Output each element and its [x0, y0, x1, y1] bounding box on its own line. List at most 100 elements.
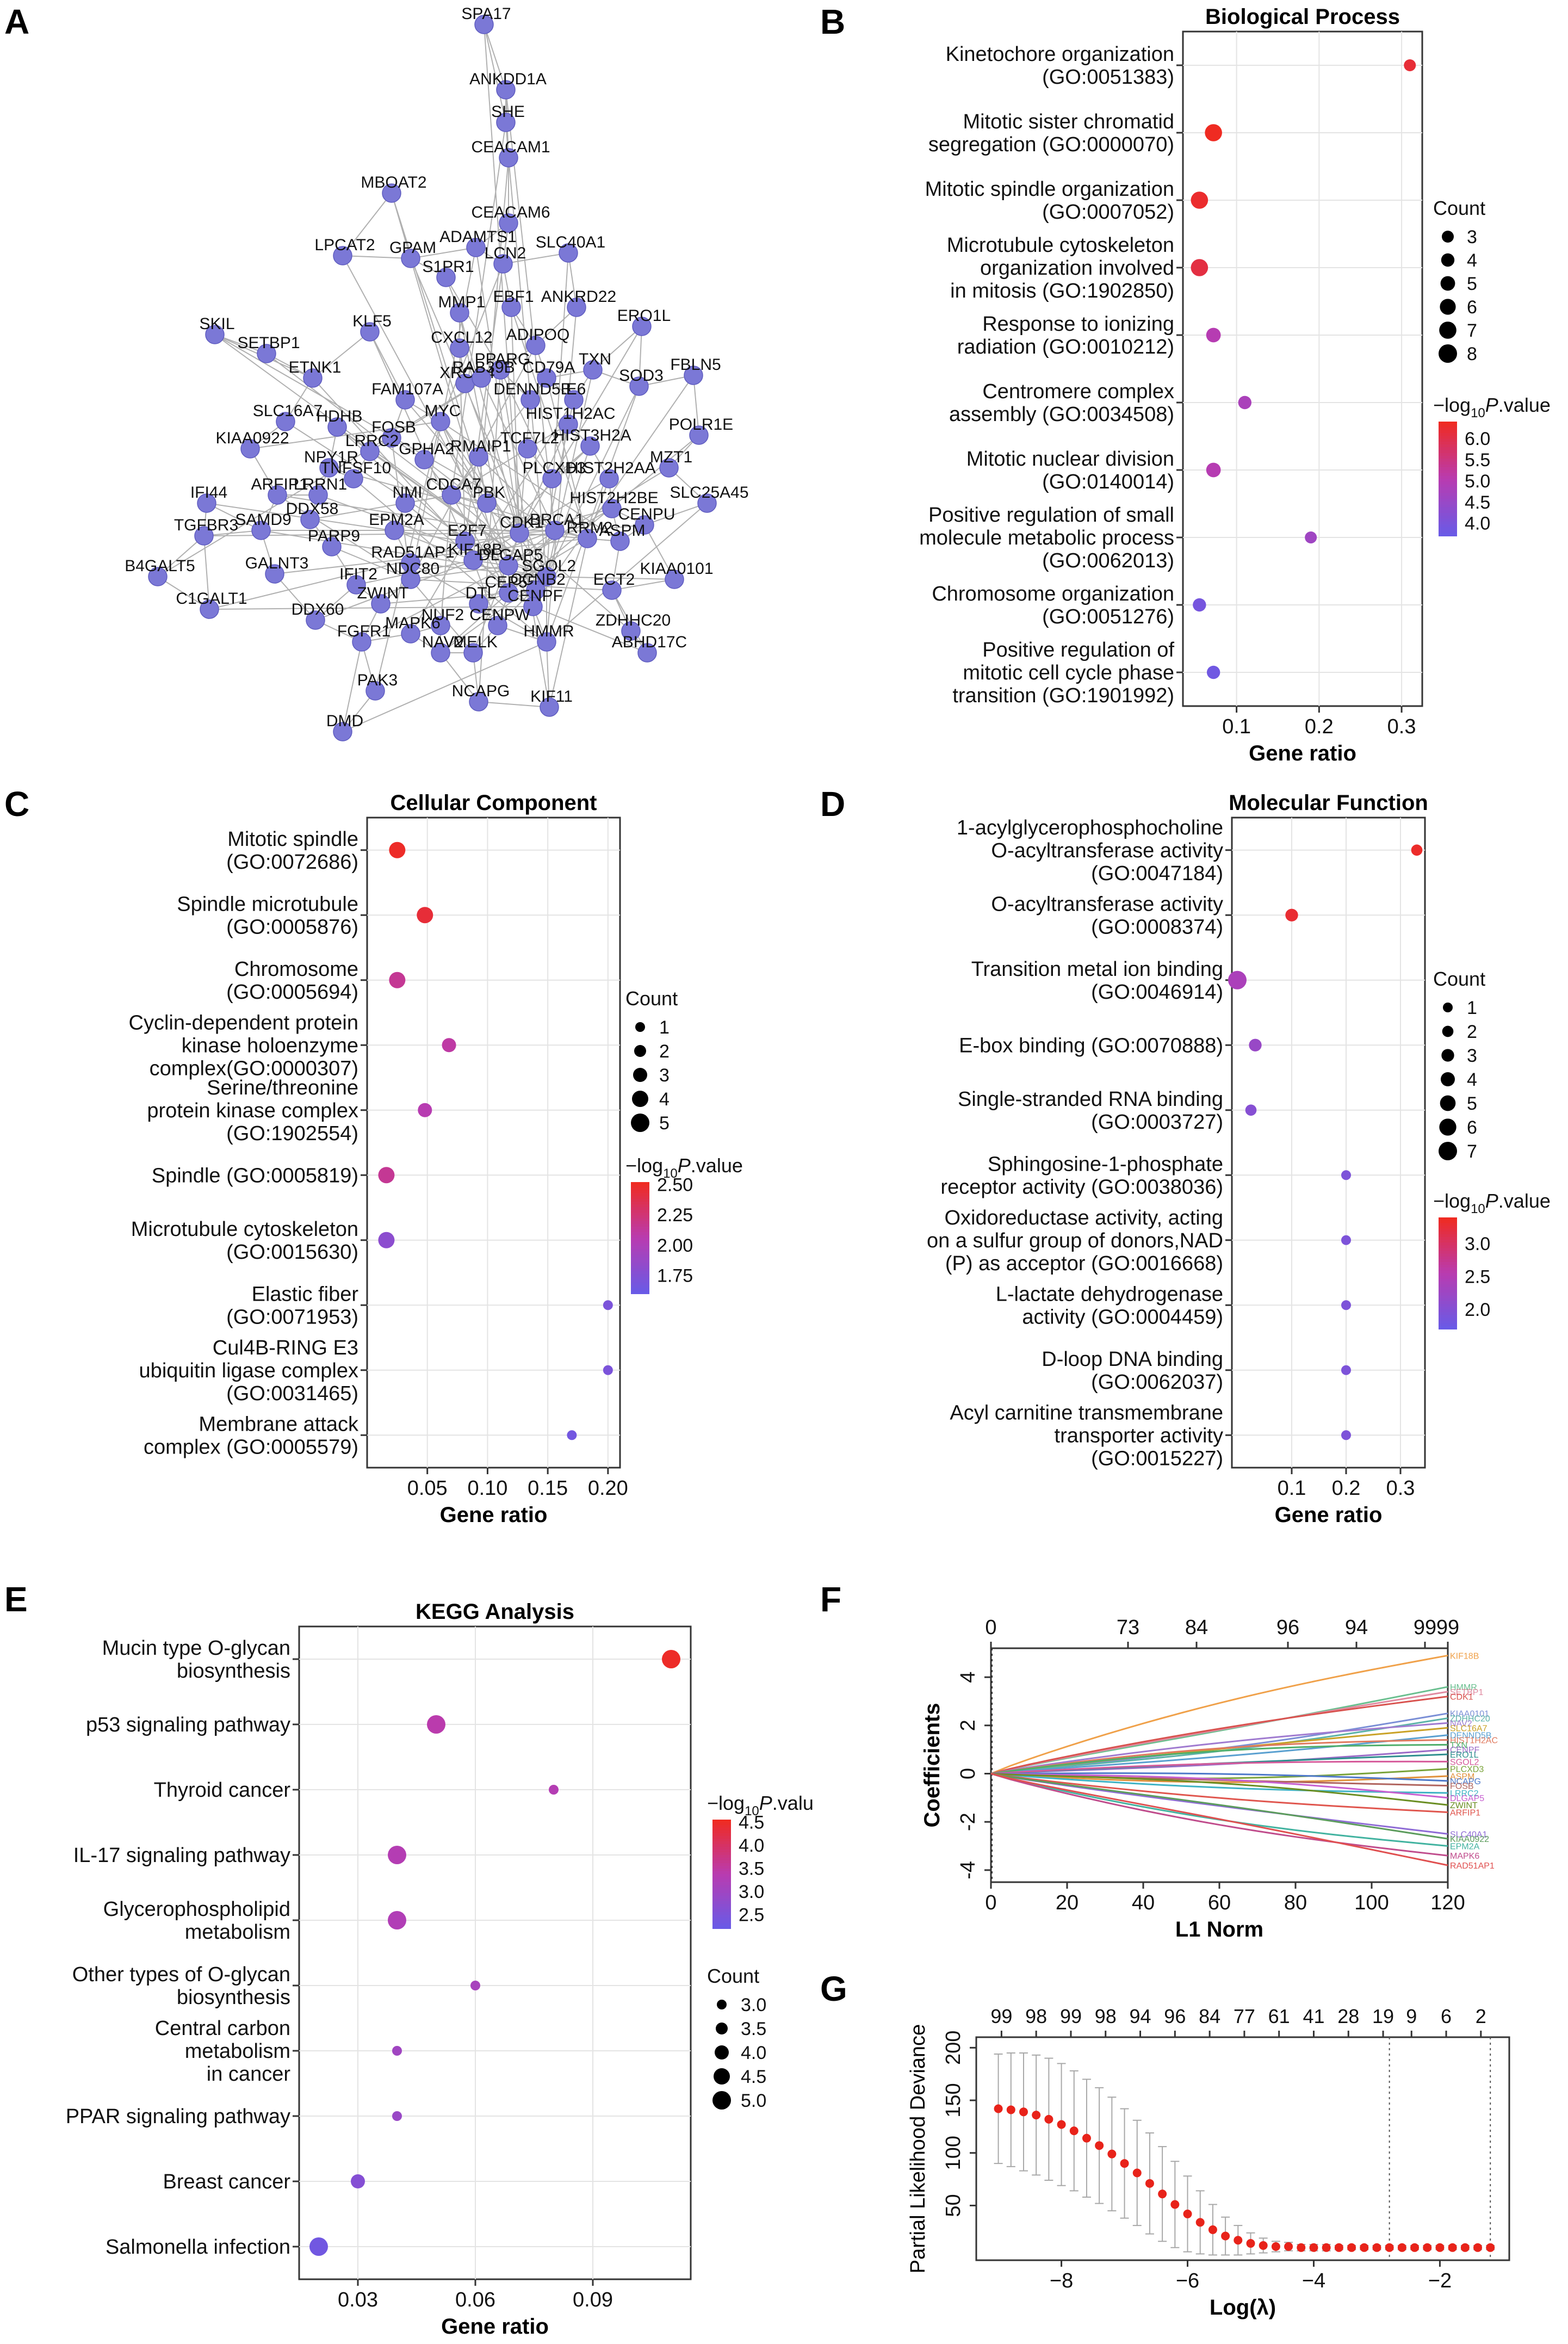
- colorbar-segment: [1439, 1240, 1457, 1244]
- y-tick-label-line: (GO:0071953): [226, 1306, 358, 1328]
- network-node-label: TCF7L2: [500, 429, 559, 447]
- network-edge: [250, 421, 441, 449]
- colorbar-segment: [631, 1198, 649, 1202]
- network-node-label: ARFIP1: [251, 475, 308, 493]
- network-edge: [592, 326, 642, 370]
- coefficient-end-label: RAD51AP1: [1450, 1861, 1495, 1871]
- colorbar-segment: [1439, 464, 1457, 468]
- y-tick-label: Other types of O-glycan biosynthesis: [72, 1963, 290, 2009]
- colorbar-segment: [631, 1193, 649, 1197]
- network-node-label: SAMD9: [235, 511, 291, 529]
- colorbar-segment: [631, 1282, 649, 1286]
- network-node-label: NDC80: [386, 560, 439, 578]
- network-node: [300, 510, 320, 529]
- network-node-label: PARP9: [308, 527, 360, 545]
- top-tick-label: 99: [1060, 2005, 1082, 2027]
- y-tick-label-line: protein kinase complex: [147, 1099, 358, 1122]
- y-tick-label: Mucin type O-glycan biosynthesis: [102, 1637, 290, 1683]
- top-tick-label: 99: [1414, 1616, 1436, 1639]
- deviance-point: [1006, 2105, 1015, 2114]
- colorbar-segment: [1439, 422, 1457, 425]
- y-tick-label-line: Kinetochore organization: [946, 43, 1174, 66]
- y-tick-label-line: (GO:0046914): [1091, 981, 1223, 1004]
- colorbar-segment: [1439, 1234, 1457, 1238]
- network-node-label: CEACAM6: [471, 203, 550, 221]
- colorbar-segment: [1439, 518, 1457, 522]
- size-legend-label: 5: [1467, 1093, 1477, 1114]
- colorbar-segment: [1439, 1267, 1457, 1271]
- network-node: [360, 322, 380, 342]
- size-legend-label: 4.5: [741, 2067, 766, 2087]
- size-legend-label: 4: [1467, 250, 1477, 271]
- network-edge: [451, 399, 531, 496]
- colorbar-segment: [1439, 1276, 1457, 1279]
- lasso-coefficient-path: 0 20 40 60 80 100 120 0 73 84 96 94 99 99 -4 -2 0 2 4 L1 No…: [920, 1616, 1498, 1941]
- network-node-label: ANKDD1A: [469, 70, 547, 88]
- network-edge: [266, 353, 452, 496]
- network-node: [346, 575, 366, 595]
- network-node: [496, 80, 516, 100]
- network-edge: [508, 467, 670, 566]
- colorbar-segment: [712, 1828, 731, 1831]
- kegg-dotplot: KEGG Analysis 0.03 0.06 0.09 Gene ratio Mucin…: [66, 1600, 814, 2339]
- network-edge: [519, 508, 612, 534]
- x-tick-label: 0.20: [588, 1477, 628, 1500]
- coefficient-end-label: ARFIP1: [1450, 1808, 1480, 1817]
- coefficient-path: [990, 1691, 1448, 1774]
- network-node-label: IFIT2: [339, 565, 377, 583]
- network-node: [488, 616, 507, 635]
- coefficient-end-label: EPM2A: [1450, 1842, 1480, 1852]
- network-node-label: CENPF: [507, 587, 563, 605]
- network-node: [197, 493, 216, 513]
- size-legend-label: 4: [659, 1089, 670, 1110]
- network-node-label: CXCL12: [431, 329, 492, 347]
- network-edge: [587, 478, 610, 539]
- network-node: [257, 344, 276, 363]
- y-tick-label: 1-acylglycerophosphocholine O-acyltransfe…: [957, 817, 1223, 885]
- size-legend-dot: [1439, 1118, 1457, 1136]
- network-node-label: C1GALT1: [176, 590, 247, 608]
- colorbar-segment: [1439, 521, 1457, 525]
- y-tick-label-line: Serine/threonine: [207, 1077, 358, 1099]
- y-tick-label: Response to ionizing radiation (GO:001021…: [957, 313, 1174, 358]
- colorbar-segment: [1439, 1303, 1457, 1307]
- y-tick-label-line: PPAR signaling pathway: [66, 2105, 290, 2128]
- colorbar-segment: [631, 1215, 649, 1219]
- network-node-label: IFI44: [190, 484, 227, 502]
- colorbar-segment: [712, 1874, 731, 1877]
- colorbar-title-part: 10: [745, 1804, 759, 1819]
- network-node: [327, 417, 347, 437]
- data-point: [1305, 531, 1317, 543]
- y-tick-label: Acyl carnitine transmembrane transporter …: [950, 1401, 1223, 1470]
- network-node: [365, 681, 385, 701]
- y-tick-label-line: (GO:0005876): [226, 916, 358, 938]
- size-legend-dot: [635, 1022, 645, 1032]
- colorbar-segment: [631, 1268, 649, 1272]
- network-node-label: SPA17: [461, 5, 511, 23]
- network-node: [477, 493, 497, 513]
- coefficient-end-label: KIAA0922: [1450, 1835, 1489, 1844]
- colorbar-segment: [1439, 481, 1457, 485]
- x-tick-label: −6: [1176, 2269, 1199, 2292]
- network-node: [469, 447, 488, 467]
- network-node: [637, 643, 657, 663]
- network-node-label: MYC: [425, 402, 461, 420]
- size-legend-dot: [1439, 1142, 1457, 1160]
- data-point: [309, 2237, 328, 2256]
- y-tick-label-line: p53 signaling pathway: [86, 1714, 290, 1736]
- coefficient-path: [990, 1773, 1448, 1840]
- colorbar-title-part: P: [759, 1792, 772, 1814]
- data-point: [1206, 665, 1220, 679]
- x-tick-label: 0.05: [407, 1477, 448, 1500]
- y-tick-label: Single-stranded RNA binding (GO:0003727): [958, 1088, 1223, 1134]
- colorbar-segment: [631, 1232, 649, 1236]
- colorbar-segment: [1439, 1259, 1457, 1263]
- colorbar-segment: [712, 1830, 731, 1834]
- y-tick-label: Thyroid cancer: [154, 1779, 291, 1802]
- size-legend-label: 3.5: [741, 2019, 766, 2039]
- y-tick-label-line: Single-stranded RNA binding: [958, 1088, 1223, 1111]
- y-tick-label: Cyclin-dependent protein kinase holoenzym…: [129, 1011, 359, 1080]
- network-node: [629, 376, 649, 396]
- network-node-label: MMP1: [438, 293, 486, 311]
